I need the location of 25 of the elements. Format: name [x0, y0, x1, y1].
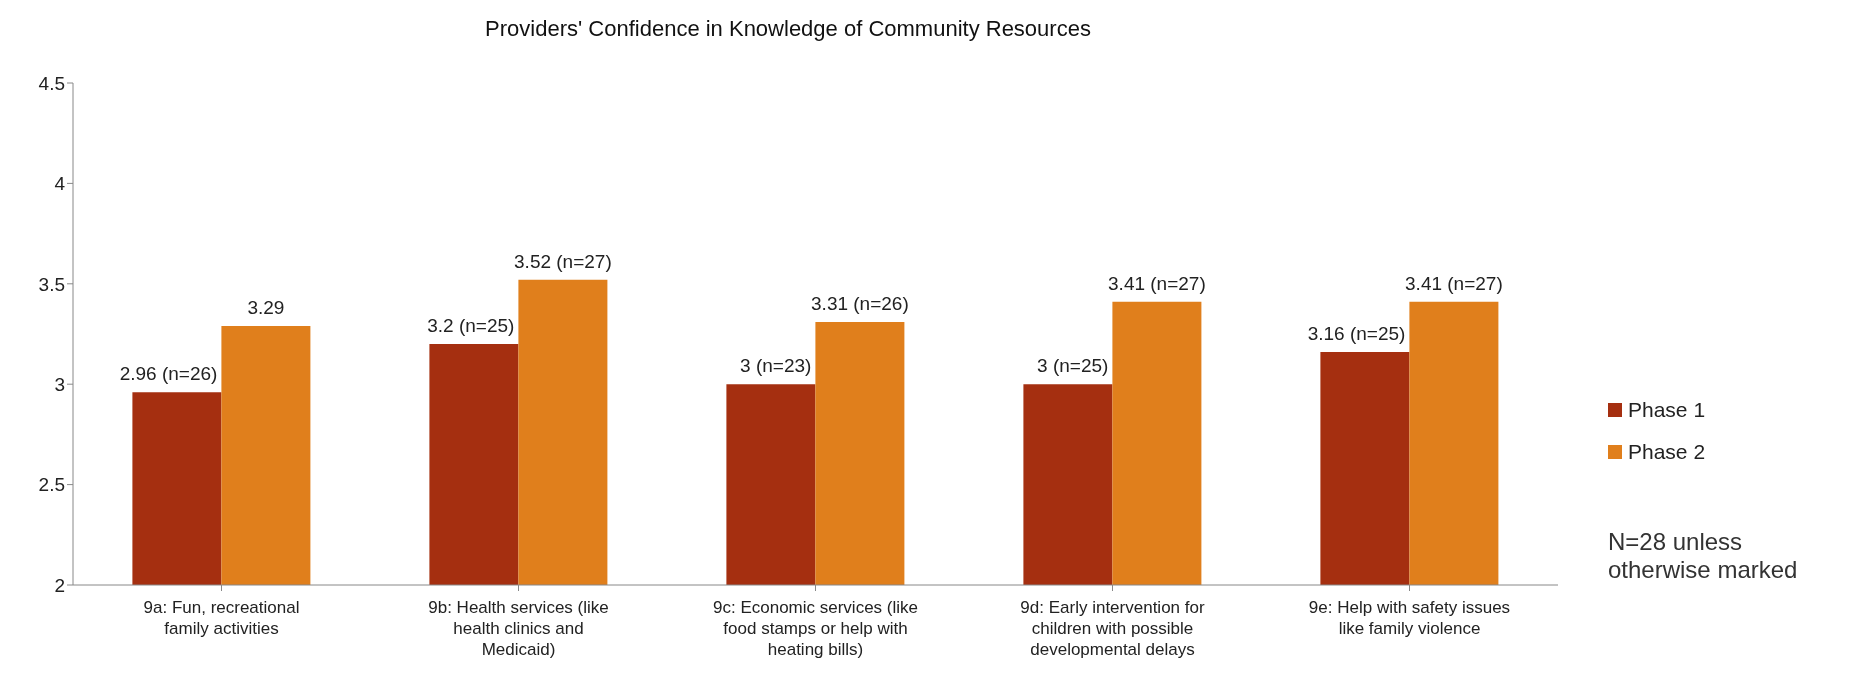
data-label: 3.31 (n=26)	[811, 292, 909, 314]
y-tick-label: 2.5	[38, 474, 65, 496]
text: N=28 unless otherwise marked	[1608, 528, 1799, 584]
data-label: 3 (n=23)	[740, 355, 812, 377]
chart-title: Providers' Confidence in Knowledge of Community Resources	[484, 16, 1092, 42]
x-tick-label: 9c: Economic services (like food stamps or help with heating bills)	[712, 598, 919, 659]
y-tick-label: 2	[54, 574, 65, 596]
y-tick-label: 4	[54, 173, 66, 195]
data-label: 3.41 (n=27)	[1108, 272, 1206, 294]
data-label: 3.41 (n=27)	[1405, 272, 1503, 294]
x-tick-label: 9b: Health services (like health clinics and Medicaid)	[428, 598, 609, 659]
data-label: 3 (n=25)	[1037, 355, 1109, 377]
data-label: 3.52 (n=27)	[514, 250, 612, 272]
data-label: 3.29	[247, 296, 285, 318]
y-tick-label: 3	[54, 373, 65, 395]
x-tick-label: 9a: Fun, recreational family activities	[143, 598, 300, 638]
data-label: 3.16 (n=25)	[1307, 323, 1406, 345]
data-label: 2.96 (n=26)	[119, 363, 218, 385]
data-label: 3.2 (n=25)	[427, 315, 515, 337]
legend-label: Phase 1	[1628, 398, 1706, 422]
legend-label: Phase 2	[1628, 440, 1706, 464]
x-tick-label: 9e: Help with safety issues like family violence	[1308, 598, 1511, 638]
x-tick-label: 9d: Early intervention for children with possible developmental delays	[1020, 598, 1205, 659]
y-tick-label: 4.5	[38, 72, 65, 94]
y-tick-label: 3.5	[38, 273, 65, 295]
